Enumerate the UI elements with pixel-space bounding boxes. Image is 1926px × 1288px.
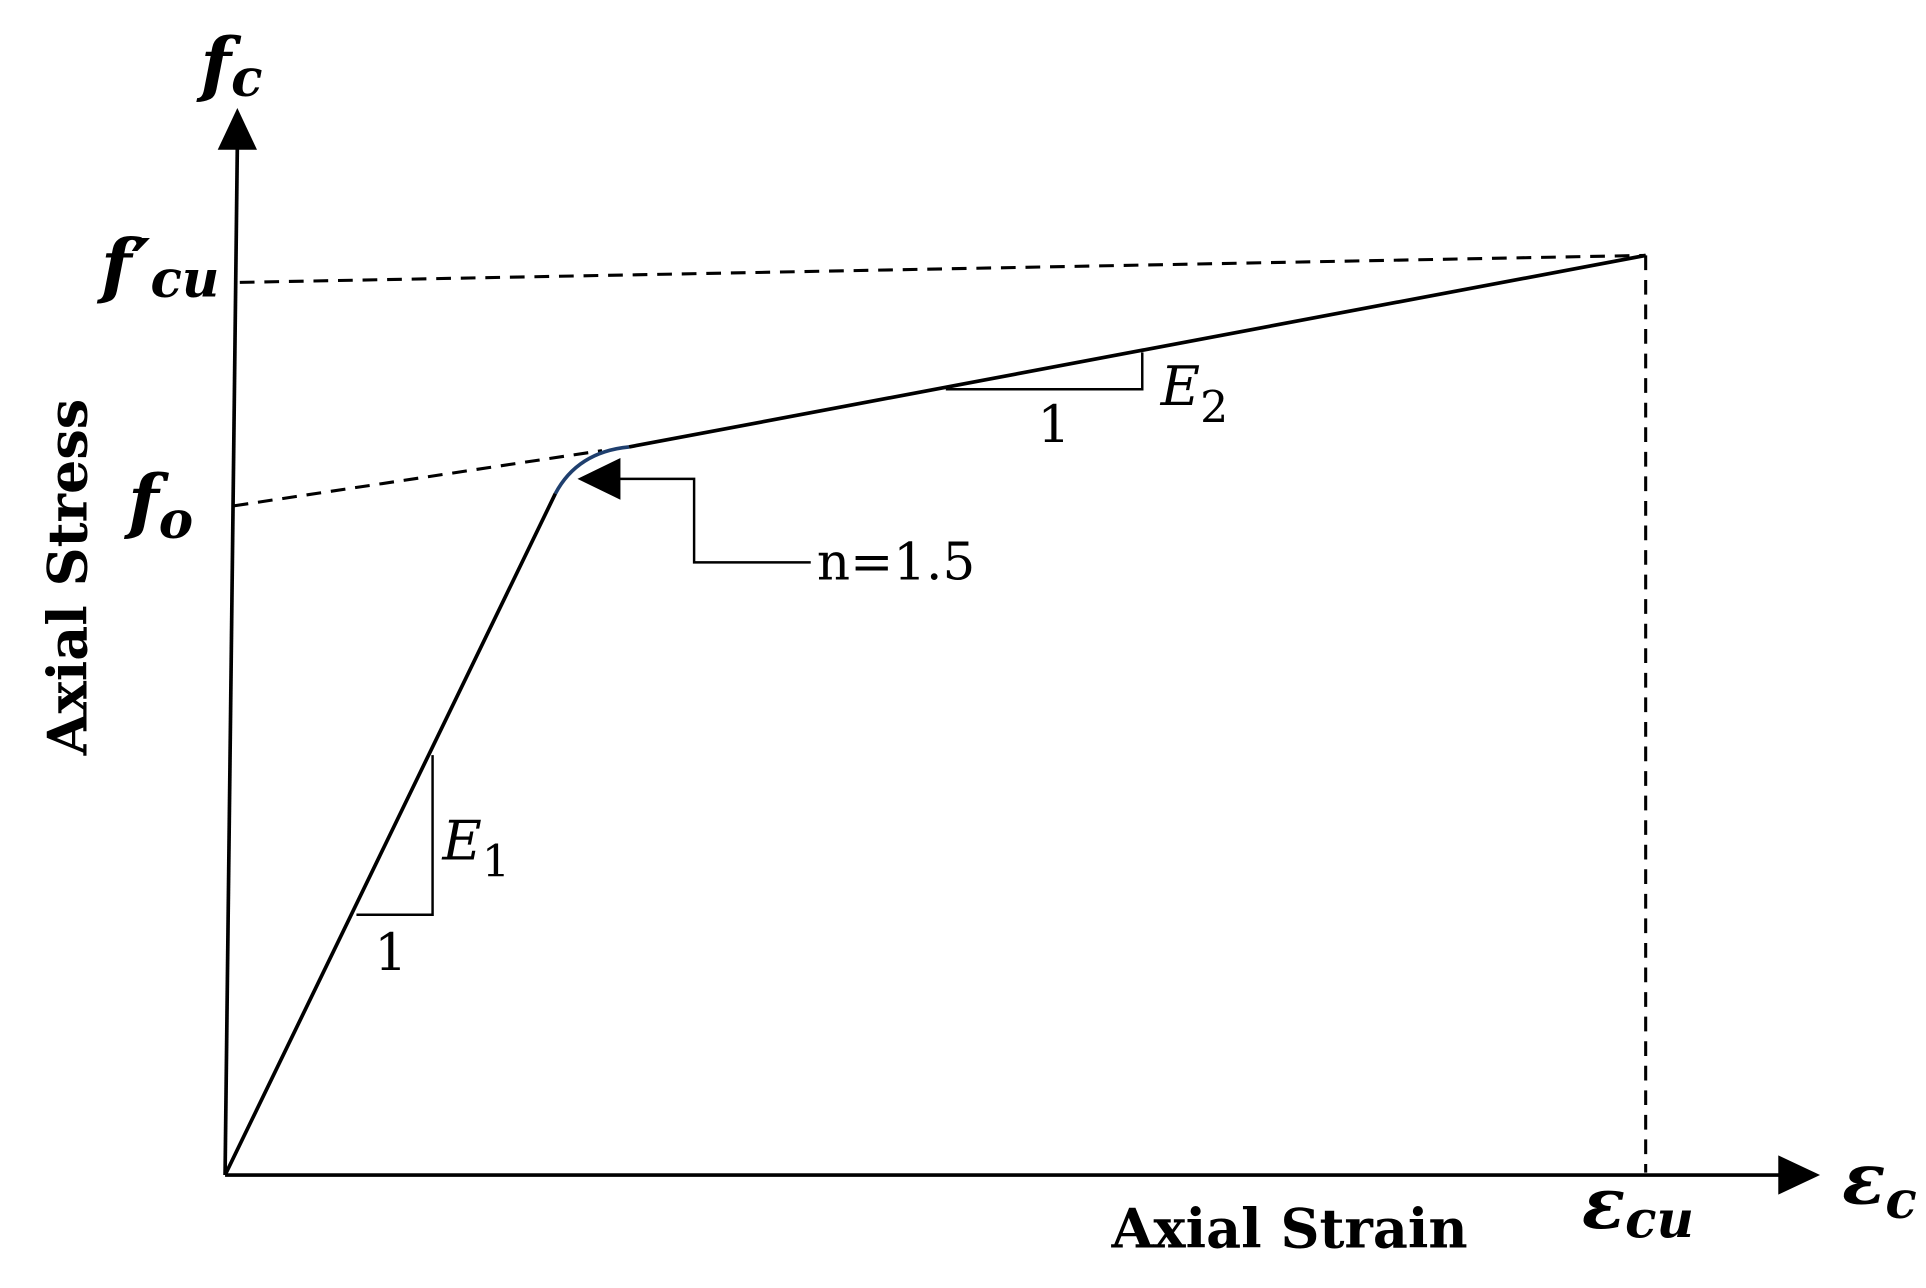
y-axis-arrow xyxy=(217,108,257,150)
text-part: c xyxy=(1885,1171,1916,1231)
text-part: E xyxy=(1160,355,1200,418)
transition-curve xyxy=(553,445,630,495)
e1-label: E1 xyxy=(441,809,510,887)
text-part: 2 xyxy=(1200,382,1228,433)
fcu-label: f′cu xyxy=(96,223,219,310)
annotation-leader xyxy=(614,477,811,564)
annotation: n=1.5 xyxy=(817,533,975,593)
e2-label: E2 xyxy=(1160,355,1229,433)
slope-triangle-1 xyxy=(356,755,434,916)
text-part: c xyxy=(231,49,262,109)
y-axis-title: Axial Stress xyxy=(35,399,99,757)
text-part: f′ xyxy=(96,223,151,307)
text-part: cu xyxy=(150,250,219,310)
run-2: 1 xyxy=(1037,395,1070,455)
text-part: 1 xyxy=(482,837,510,888)
text-part: cu xyxy=(1625,1191,1694,1251)
fcu-guide xyxy=(239,253,1646,284)
run-1: 1 xyxy=(374,923,407,983)
linear-branch xyxy=(223,492,558,1176)
text-part: ε xyxy=(1842,1136,1885,1220)
slope-triangle-2 xyxy=(945,352,1144,391)
ecu-label: εcu xyxy=(1582,1161,1694,1251)
x-axis-title: Axial Strain xyxy=(1111,1196,1468,1260)
x-axis-arrow xyxy=(1778,1155,1821,1195)
text-part: E xyxy=(441,809,481,872)
fo-guide xyxy=(233,449,603,508)
annotation-arrowhead xyxy=(577,457,621,500)
hardening-branch xyxy=(628,253,1647,449)
text-part: ε xyxy=(1582,1161,1625,1245)
y-axis-symbol: fc xyxy=(196,21,263,108)
fo-label: fo xyxy=(123,459,193,551)
y-axis xyxy=(223,144,240,1176)
text-part: o xyxy=(159,491,193,551)
x-axis-symbol: εc xyxy=(1842,1136,1917,1231)
